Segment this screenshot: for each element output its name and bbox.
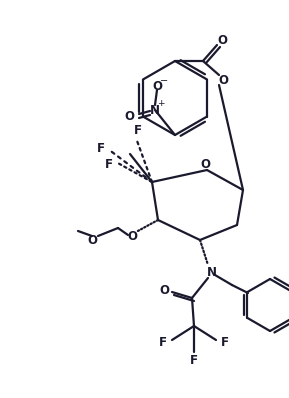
Text: O: O xyxy=(159,283,169,297)
Text: O: O xyxy=(200,158,210,170)
Text: O: O xyxy=(217,33,227,47)
Text: O: O xyxy=(152,80,162,94)
Text: O: O xyxy=(127,230,137,244)
Text: O: O xyxy=(87,234,97,248)
Text: N: N xyxy=(150,103,160,117)
Text: −: − xyxy=(160,76,168,86)
Text: O: O xyxy=(124,109,134,123)
Text: F: F xyxy=(221,336,229,349)
Text: F: F xyxy=(134,125,142,137)
Text: F: F xyxy=(97,142,105,156)
Text: F: F xyxy=(159,336,167,349)
Text: F: F xyxy=(105,158,113,172)
Text: O: O xyxy=(218,74,228,86)
Text: N: N xyxy=(207,265,217,279)
Text: +: + xyxy=(157,100,165,109)
Text: F: F xyxy=(190,353,198,367)
